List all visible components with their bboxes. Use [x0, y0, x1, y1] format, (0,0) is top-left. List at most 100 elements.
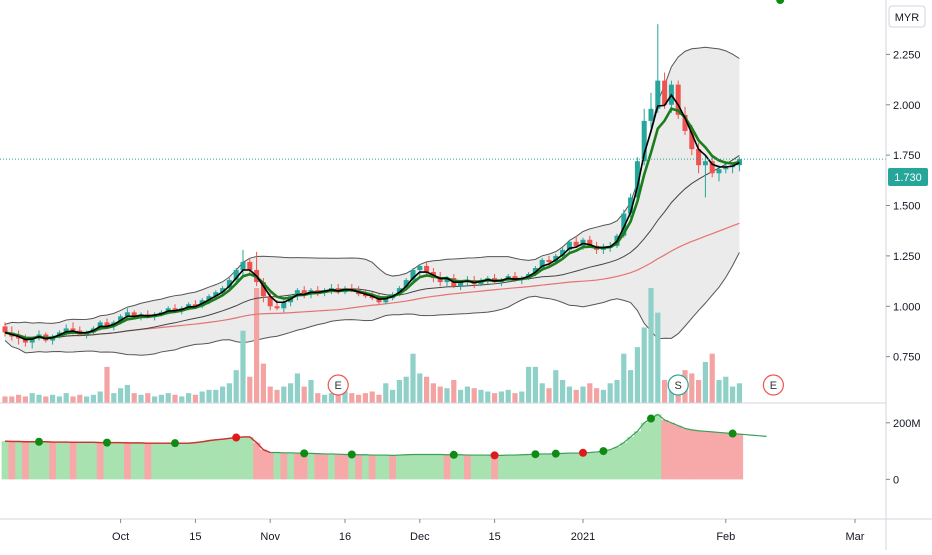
- indicator-column: [566, 453, 574, 480]
- volume-bar: [240, 330, 246, 403]
- volume-bar: [308, 380, 314, 403]
- volume-bar: [634, 347, 640, 403]
- currency-label[interactable]: MYR: [895, 12, 920, 24]
- indicator-column: [661, 419, 669, 480]
- candle-body: [417, 265, 423, 271]
- indicator-column: [205, 440, 213, 480]
- bollinger-band-layer: [4, 46, 740, 356]
- indicator-column: [232, 437, 240, 480]
- volume-bar: [607, 383, 613, 403]
- indicator-dot: [449, 450, 458, 459]
- bollinger-basis-line: [4, 155, 740, 339]
- indicator-column: [49, 442, 57, 480]
- candle-body: [301, 290, 307, 295]
- volume-bar: [356, 394, 362, 403]
- volume-bar: [36, 394, 42, 403]
- volume-bar: [553, 370, 559, 403]
- indicator-column: [375, 455, 383, 480]
- current-price-label: 1.730: [894, 172, 922, 184]
- volume-bar: [301, 386, 307, 403]
- time-tick-label: Nov: [260, 531, 280, 543]
- indicator-column: [586, 452, 594, 480]
- indicator-column: [144, 443, 152, 480]
- indicator-column: [681, 428, 689, 480]
- indicator-column: [22, 441, 30, 480]
- volume-bar: [131, 393, 137, 403]
- currency-box[interactable]: [888, 5, 926, 28]
- event-marker-label: S: [675, 380, 682, 392]
- candle-body: [226, 280, 232, 289]
- indicator-column: [314, 453, 322, 480]
- volume-bar: [56, 396, 62, 403]
- volume-bar: [376, 394, 382, 403]
- indicator-column: [729, 433, 737, 480]
- price-tick-label: 1.750: [893, 150, 921, 162]
- volume-bar: [451, 380, 457, 403]
- indicator-line-early: [4, 436, 271, 454]
- volume-bar: [390, 389, 396, 403]
- indicator-column: [178, 443, 186, 480]
- time-tick-label: Oct: [112, 531, 129, 543]
- candle-body: [587, 239, 593, 246]
- candle-body: [403, 280, 409, 289]
- candle-body: [444, 278, 450, 283]
- indicator-layer: [1, 0, 785, 480]
- volume-bar: [512, 393, 518, 403]
- candle-body: [274, 306, 280, 309]
- volume-bar: [186, 393, 192, 403]
- indicator-column: [382, 455, 390, 480]
- indicator-column: [355, 454, 363, 480]
- candle-body: [131, 312, 137, 317]
- candle-body: [553, 255, 559, 262]
- indicator-column: [532, 454, 540, 480]
- indicator-column: [559, 453, 567, 480]
- event-marker: [762, 374, 785, 396]
- volume-bar: [315, 393, 321, 403]
- volume-bar: [723, 376, 729, 403]
- indicator-column: [300, 453, 308, 480]
- volume-bar: [587, 383, 593, 403]
- indicator-column: [627, 436, 635, 480]
- volume-bar: [29, 393, 35, 403]
- volume-bar: [471, 388, 477, 403]
- candle-body: [655, 80, 661, 109]
- candle-body: [172, 308, 178, 311]
- volume-bar: [226, 383, 232, 403]
- volume-bar: [478, 389, 484, 403]
- volume-bar: [614, 380, 620, 403]
- volume-bar: [335, 394, 341, 403]
- indicator-dot: [347, 450, 356, 459]
- volume-bar: [498, 391, 504, 403]
- indicator-column: [76, 442, 84, 480]
- volume-bar: [532, 366, 538, 403]
- candle-body: [396, 288, 402, 295]
- indicator-column: [28, 441, 36, 480]
- indicator-column: [35, 441, 43, 480]
- indicator-column: [606, 449, 614, 480]
- candle-body: [716, 169, 722, 174]
- volume-bar: [288, 383, 294, 403]
- volume-bar: [281, 386, 287, 403]
- candle-body: [118, 316, 124, 323]
- candle-body: [206, 296, 212, 301]
- volume-bar: [566, 386, 572, 403]
- indicator-column: [396, 455, 404, 480]
- indicator-column: [307, 453, 315, 480]
- current-price-badge: [888, 168, 928, 186]
- ema-fast-line: [4, 93, 740, 341]
- candle-body: [29, 338, 35, 343]
- event-marker: [327, 374, 349, 396]
- candle-body: [260, 282, 266, 297]
- indicator-column: [171, 443, 179, 480]
- indicator-column: [96, 442, 104, 480]
- volume-bar: [689, 373, 695, 403]
- indicator-tick-label: 200M: [893, 418, 921, 430]
- candle-body: [315, 290, 321, 293]
- volume-bar: [70, 396, 76, 403]
- indicator-column: [219, 439, 227, 480]
- volume-bar: [444, 388, 450, 403]
- volume-bar: [97, 391, 103, 403]
- indicator-column: [470, 455, 478, 480]
